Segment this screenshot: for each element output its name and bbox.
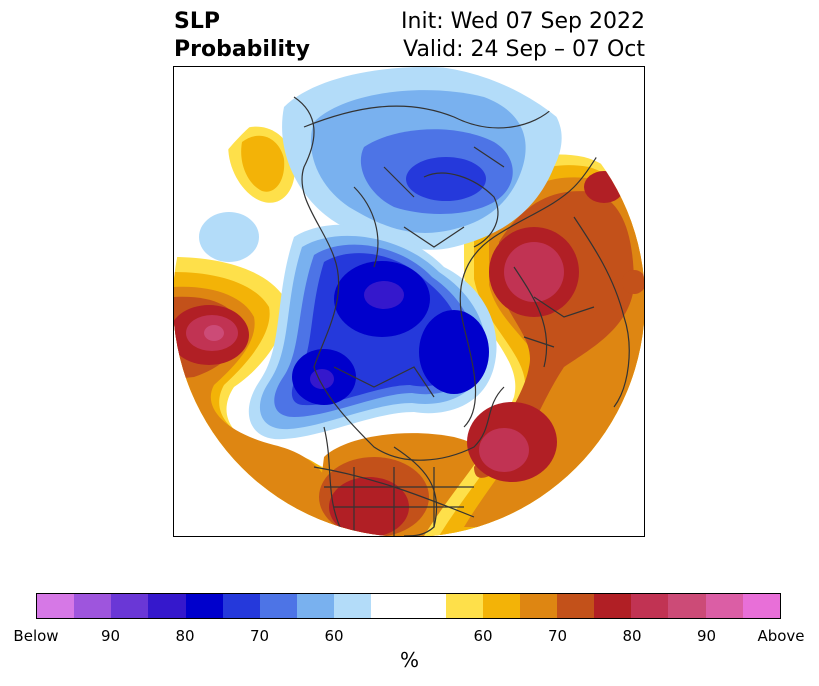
- colorbar-segment: [111, 594, 149, 618]
- colorbar-segment: [37, 594, 75, 618]
- colorbar-tick-label: 90: [696, 627, 717, 645]
- colorbar-segment: [594, 594, 632, 618]
- colorbar-segment: [705, 594, 743, 618]
- colorbar-segment: [631, 594, 669, 618]
- above-normal-atlantic-europe: [424, 154, 644, 536]
- title-product: Probability: [174, 37, 310, 62]
- colorbar-tick-label: 70: [249, 627, 270, 645]
- colorbar-segment: [334, 594, 372, 618]
- colorbar: [36, 593, 781, 619]
- colorbar-tick-label: 90: [100, 627, 121, 645]
- colorbar-segment: [222, 594, 260, 618]
- colorbar-segment: [296, 594, 335, 618]
- colorbar-segment: [556, 594, 595, 618]
- colorbar-unit-label: %: [399, 648, 419, 672]
- valid-range: Valid: 24 Sep – 07 Oct: [403, 37, 645, 62]
- colorbar-tick-label: Below: [13, 627, 59, 645]
- colorbar-tick-label: 70: [547, 627, 568, 645]
- colorbar-tick-label: 60: [324, 627, 344, 645]
- below-normal-arctic: [282, 67, 562, 250]
- title-left: SLP Probability: [174, 8, 310, 64]
- title-variable: SLP: [174, 9, 220, 34]
- probability-map: [174, 67, 644, 536]
- colorbar-segment: [668, 594, 706, 618]
- colorbar-segment: [74, 594, 112, 618]
- map-panel: [173, 66, 645, 537]
- below-normal-central: [248, 224, 497, 440]
- colorbar-segment: [482, 594, 520, 618]
- colorbar-ticks: Below 90 80 70 60 60 70 80 90 Above: [13, 619, 804, 649]
- colorbar-tick-label: 80: [175, 627, 195, 645]
- title-right: Init: Wed 07 Sep 2022 Valid: 24 Sep – 07…: [401, 8, 645, 64]
- colorbar-segment: [519, 594, 557, 618]
- colorbar-segment: [371, 594, 409, 618]
- coastlines: [293, 96, 630, 536]
- above-normal-alaska: [228, 126, 295, 203]
- colorbar-segment: [259, 594, 297, 618]
- colorbar-tick-label: 80: [622, 627, 642, 645]
- colorbar-segment: [148, 594, 186, 618]
- colorbar-segment: [185, 594, 223, 618]
- below-normal-pacific-spot: [199, 212, 259, 262]
- colorbar-segment: [408, 594, 446, 618]
- colorbar-tick-label: Above: [757, 627, 805, 645]
- colorbar-tick-label: 60: [473, 627, 493, 645]
- colorbar-segment: [445, 594, 483, 618]
- init-date: Init: Wed 07 Sep 2022: [401, 9, 645, 34]
- colorbar-segment: [742, 594, 780, 618]
